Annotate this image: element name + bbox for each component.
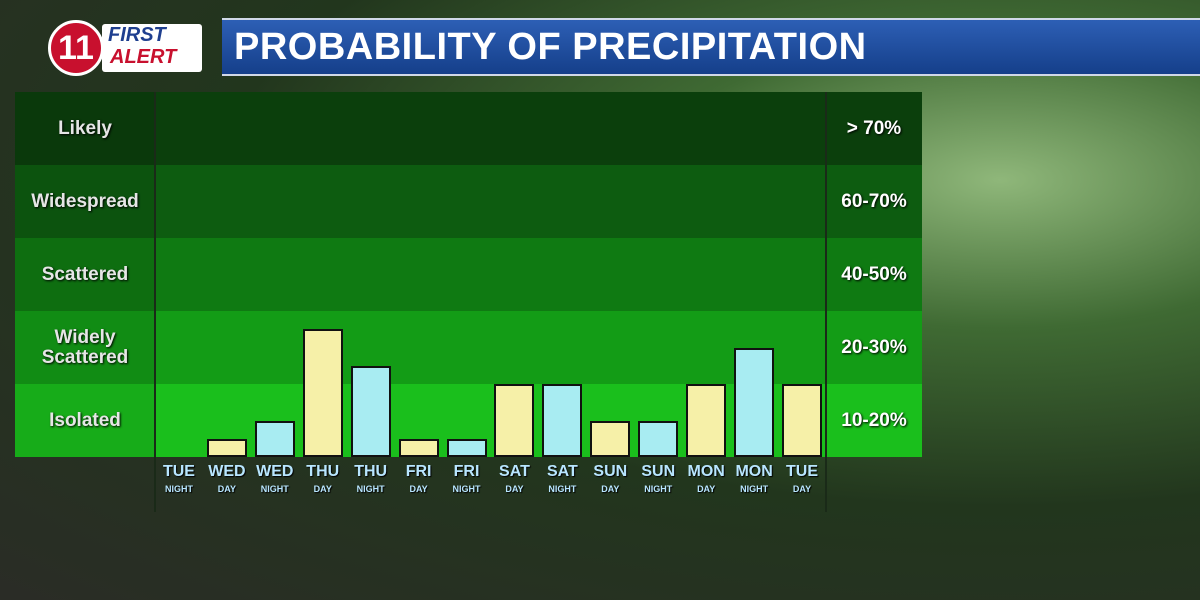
category-day: FRI	[453, 463, 480, 480]
x-tick-label: TUE NIGHT	[155, 463, 203, 494]
x-tick-label: SAT DAY	[491, 463, 539, 494]
logo-box	[102, 24, 202, 72]
title-bar: PROBABILITY OF PRECIPITATION	[222, 18, 1200, 76]
category-period: DAY	[505, 484, 524, 494]
band-range: 40-50%	[826, 238, 922, 311]
bar	[782, 384, 823, 457]
logo-line1: FIRST	[108, 24, 166, 46]
logo-line2: ALERT	[110, 46, 177, 68]
category-day: SAT	[499, 463, 530, 480]
category-period: NIGHT	[740, 484, 769, 494]
category-period: NIGHT	[164, 484, 193, 494]
category-period: DAY	[217, 484, 236, 494]
x-tick-label: FRI NIGHT	[443, 463, 491, 494]
band-label: Isolated	[15, 384, 155, 457]
category-period: NIGHT	[260, 484, 289, 494]
category-period: DAY	[313, 484, 332, 494]
category-day: THU	[306, 463, 340, 480]
category-period: DAY	[601, 484, 620, 494]
bar	[350, 365, 391, 457]
category-day: SUN	[593, 463, 628, 480]
chart-title: PROBABILITY OF PRECIPITATION	[234, 26, 867, 68]
x-tick-label: FRI DAY	[395, 463, 443, 494]
bar	[398, 438, 439, 457]
category-day: TUE	[786, 463, 819, 480]
x-tick-label: WED NIGHT	[251, 463, 299, 494]
band-range: > 70%	[826, 92, 922, 165]
divider	[154, 92, 156, 512]
category-day: WED	[208, 463, 246, 480]
band-range: 20-30%	[826, 311, 922, 384]
x-tick-label: THU NIGHT	[347, 463, 395, 494]
category-day: THU	[354, 463, 388, 480]
bar	[254, 420, 295, 457]
x-tick-label: MON NIGHT	[730, 463, 778, 494]
category-day: SAT	[546, 463, 578, 480]
x-tick-label: WED DAY	[203, 463, 251, 494]
x-tick-label: THU DAY	[299, 463, 347, 494]
bar	[542, 384, 583, 457]
x-tick-label: TUE DAY	[778, 463, 826, 494]
bar	[206, 438, 247, 457]
bar	[734, 347, 775, 457]
category-day: FRI	[405, 463, 432, 480]
category-day: WED	[256, 463, 294, 480]
band	[155, 92, 826, 165]
category-day: MON	[687, 463, 725, 480]
band-label: Widely Scattered	[15, 311, 155, 384]
bar	[686, 384, 727, 457]
bar	[638, 420, 679, 457]
logo: 11 FIRST ALERT	[48, 20, 204, 76]
category-day: MON	[735, 463, 773, 480]
band	[155, 165, 826, 238]
category-day: TUE	[162, 463, 195, 480]
x-tick-label: SUN DAY	[586, 463, 634, 494]
category-period: NIGHT	[548, 484, 577, 494]
band-range: 60-70%	[826, 165, 922, 238]
logo-number: 11	[48, 20, 104, 76]
band-label: Widespread	[15, 165, 155, 238]
x-tick-label: SAT NIGHT	[538, 463, 586, 494]
category-day: SUN	[641, 463, 676, 480]
band-label: Scattered	[15, 238, 155, 311]
category-period: DAY	[792, 484, 812, 494]
x-tick-label: SUN NIGHT	[634, 463, 682, 494]
band-range: 10-20%	[826, 384, 922, 457]
band-label: Likely	[15, 92, 155, 165]
bar	[302, 329, 343, 457]
bar	[494, 384, 535, 457]
bar	[446, 438, 487, 457]
divider	[825, 92, 827, 512]
category-period: NIGHT	[644, 484, 673, 494]
band	[155, 311, 826, 384]
chart: Likely > 70% Widespread 60-70% Scattered 40-5…	[15, 92, 922, 512]
category-period: DAY	[697, 484, 716, 494]
category-period: DAY	[409, 484, 428, 494]
bar	[590, 420, 631, 457]
x-tick-label: MON DAY	[682, 463, 730, 494]
band	[155, 238, 826, 311]
category-period: NIGHT	[356, 484, 385, 494]
category-period: NIGHT	[452, 484, 481, 494]
